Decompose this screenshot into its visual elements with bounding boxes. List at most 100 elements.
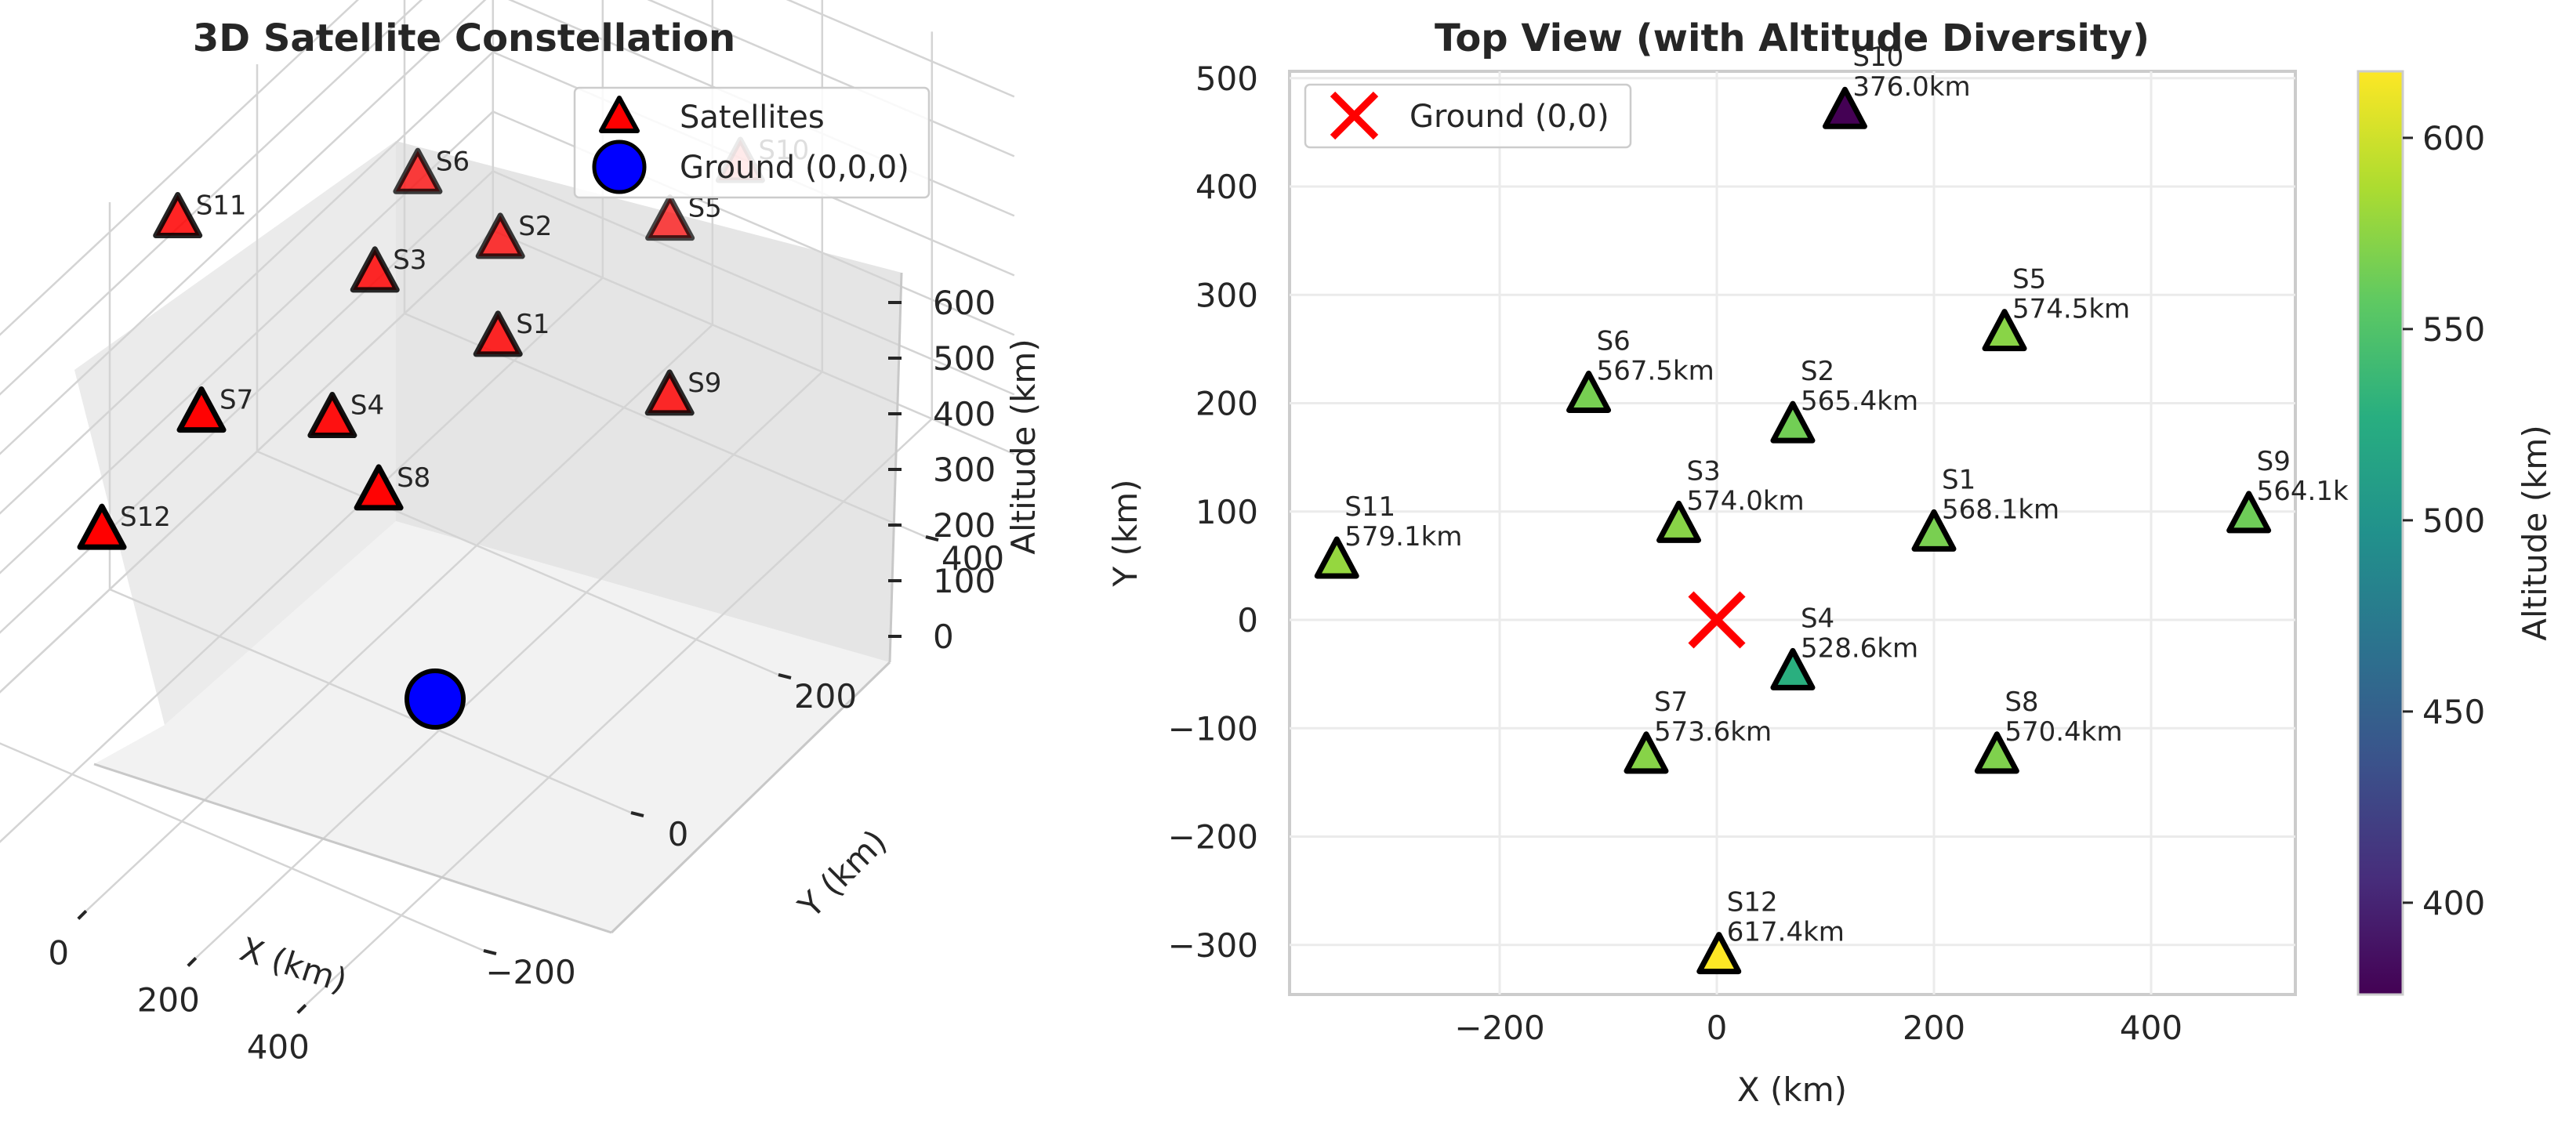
grid-line-3d [492, 230, 1015, 455]
satellites-3d: S10S5S6S2S9S3S1S11S4S7S8S12 [77, 135, 809, 730]
legend-box [573, 86, 931, 199]
satellite-name-label: S7 [1654, 687, 1688, 718]
chart-title-3d: 3D Satellite Constellation [193, 16, 735, 60]
z-tick-label-3d: 600 [933, 284, 996, 322]
grid-line-3d [0, 0, 487, 455]
z-tick-label-3d: 100 [933, 562, 996, 600]
legend-box [1304, 83, 1632, 149]
satellite-marker-s2 [1770, 400, 1816, 444]
colorbar-ticks: 400 450 500 550 600 [2403, 119, 2485, 922]
satellite-3d-s6 [393, 147, 443, 194]
satellite-marker-s9 [2226, 491, 2272, 534]
satellite-marker-s6 [1566, 370, 1612, 413]
legend-circle-icon [592, 139, 647, 194]
colorbar-tick-label: 550 [2422, 310, 2485, 349]
satellite-altitude-label: 579.1km [1344, 521, 1462, 553]
grid-line-3d [304, 418, 933, 1006]
satellite-name-label: S6 [1597, 325, 1631, 357]
satellite-name-label: S9 [2257, 446, 2291, 477]
y-tick-label-3d: 0 [668, 815, 689, 853]
satellite-3d-label: S8 [397, 462, 430, 494]
satellite-3d-s3 [350, 246, 400, 293]
grid-line-3d [85, 324, 713, 912]
satellite-altitude-label: 574.5km [2012, 294, 2130, 325]
y-tick-label: 400 [1195, 168, 1258, 206]
y-tick-label: −100 [1168, 709, 1258, 748]
colorbar-tick-label: 600 [2422, 119, 2485, 158]
y-tick-label: 100 [1195, 493, 1258, 531]
satellite-altitude-label: 617.4km [1727, 917, 1845, 948]
plot-3d: −400−2000200400−200020040001002003004005… [0, 0, 1043, 1066]
colorbar-tick-label: 400 [2422, 884, 2485, 922]
plot-top-view: −200 0 200 4005004003002001000−100−200−300 … [1106, 16, 2554, 1109]
x-tick-label: 400 [2120, 1009, 2182, 1047]
satellites-top-view: S1568.1kmS2565.4kmS3574.0kmS4528.6kmS557… [1314, 42, 2349, 975]
grid-line-3d [0, 277, 604, 843]
satellite-altitude-label: 376.0km [1852, 71, 1970, 103]
satellite-marker-s5 [1982, 309, 2027, 352]
x-tick-3d [77, 909, 88, 920]
legend-top-view: Ground (0,0) [1304, 83, 1632, 149]
satellite-name-label: S5 [2012, 264, 2046, 295]
ground-marker [1688, 591, 1746, 649]
legend-x-icon [1330, 91, 1379, 140]
ground-station-3d [405, 668, 466, 730]
x-tick-label: −200 [1454, 1009, 1544, 1047]
ticks-3d: −400−2000200400−200020040001002003004005… [48, 284, 1004, 1066]
colorbar-tick-label: 500 [2422, 502, 2485, 540]
satellite-3d-label: S11 [196, 190, 247, 222]
satellite-3d-label: S9 [688, 368, 721, 399]
satellite-marker-s1 [1911, 509, 1957, 552]
x-tick-label: 0 [1707, 1009, 1728, 1047]
satellite-3d-label: S1 [516, 309, 550, 340]
y-axis-label-3d: Y (km) [790, 822, 894, 926]
satellite-name-label: S12 [1727, 887, 1778, 918]
satellite-3d-label: S7 [220, 385, 253, 416]
colorbar [2356, 70, 2404, 996]
y-tick-label: 200 [1195, 385, 1258, 423]
x-tick-label-3d: 200 [137, 980, 200, 1019]
satellite-name-label: S3 [1687, 455, 1721, 487]
satellite-3d-label: S4 [350, 390, 384, 422]
grid-line-3d [109, 588, 632, 814]
y-tick-label-3d: −200 [485, 953, 575, 991]
z-axis-label-3d: Altitude (km) [1004, 339, 1043, 554]
satellite-altitude-label: 574.0km [1687, 485, 1805, 516]
satellite-altitude-label: 528.6km [1801, 632, 1918, 664]
x-tick-label: 200 [1903, 1009, 1965, 1047]
x-tick-3d [296, 1003, 307, 1014]
y-tick-label: 300 [1195, 276, 1258, 314]
y-tick-3d [778, 673, 792, 679]
satellite-3d-label: S3 [393, 245, 426, 276]
satellite-3d-s12 [77, 503, 127, 550]
y-axis-label-top-view: Y (km) [1106, 479, 1145, 587]
plot-area [1288, 70, 2297, 996]
satellite-altitude-label: 570.4km [2005, 716, 2122, 748]
legend-label-satellites: Satellites [680, 100, 825, 136]
grid-line-3d [194, 371, 823, 959]
satellite-3d-s4 [307, 392, 357, 439]
satellite-3d-s5 [645, 194, 695, 241]
satellite-3d-s1 [473, 310, 523, 357]
satellite-marker-s8 [1974, 731, 2019, 774]
satellite-altitude-label: 564.1k [2257, 476, 2349, 507]
y-tick-3d [925, 535, 939, 542]
satellite-name-label: S4 [1801, 603, 1834, 634]
x-tick-label-3d: 400 [247, 1027, 310, 1066]
grid-line-3d [0, 111, 494, 574]
satellite-marker-s11 [1314, 536, 1359, 579]
y-tick-label: 0 [1237, 601, 1258, 639]
legend-label-ground: Ground (0,0,0) [680, 150, 909, 186]
y-tick-label-3d: 400 [942, 539, 1004, 578]
legend-triangle-icon [599, 96, 640, 133]
satellite-name-label: S1 [1942, 464, 1976, 495]
z-tick-label-3d: 0 [933, 618, 954, 656]
satellite-name-label: S8 [2005, 687, 2038, 718]
x-tick-label-3d: 0 [48, 933, 69, 972]
axes-3d [93, 272, 903, 934]
ticks-top-view: −200 0 200 400 500 400 300 200 100 0 −100 −200 −300 [1168, 60, 2182, 1047]
z-tick-label-3d: 200 [933, 506, 996, 545]
satellite-altitude-label: 568.1km [1942, 494, 2059, 525]
pane-left [74, 141, 396, 725]
x-axis-label-3d: X (km) [235, 929, 351, 1000]
